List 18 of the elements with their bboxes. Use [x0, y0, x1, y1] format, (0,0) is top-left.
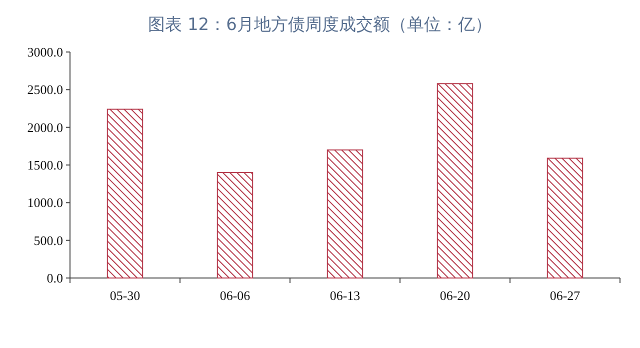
x-tick-label: 06-27 — [550, 288, 581, 303]
y-tick-label: 1500.0 — [27, 158, 63, 173]
x-tick-label: 06-06 — [220, 288, 251, 303]
y-tick-label: 500.0 — [34, 232, 63, 248]
bar — [106, 108, 144, 278]
y-tick-label: 3000.0 — [27, 44, 63, 60]
x-tick-label: 05-30 — [110, 288, 140, 303]
chart-title: 图表 12：6月地方债周度成交额（单位：亿） — [148, 15, 492, 35]
bar — [216, 172, 254, 278]
bar — [326, 149, 364, 278]
bar — [546, 158, 584, 278]
bar — [436, 83, 474, 278]
y-tick-label: 2000.0 — [27, 120, 63, 135]
y-tick-label: 1000.0 — [27, 195, 63, 210]
x-tick-label: 06-13 — [330, 288, 360, 303]
y-tick-label: 2500.0 — [27, 82, 63, 98]
x-tick-label: 06-20 — [440, 288, 470, 303]
y-tick-label: 0.0 — [46, 270, 63, 286]
